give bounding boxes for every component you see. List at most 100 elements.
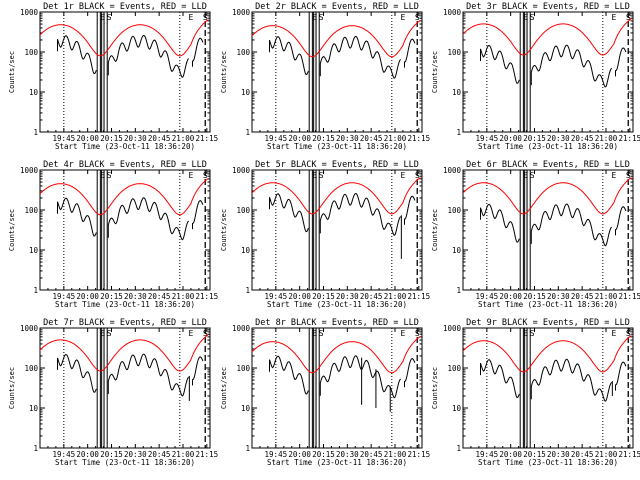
- y-tick-label: 1000: [232, 324, 251, 333]
- y-tick-label: 100: [24, 48, 38, 57]
- plot-frame: [462, 169, 634, 291]
- y-tick-label: 10: [29, 404, 39, 413]
- y-tick-label: 1: [456, 128, 461, 137]
- events-series-line: [530, 358, 613, 402]
- marker-s: S: [415, 13, 420, 22]
- y-tick-label: 1: [245, 444, 250, 453]
- y-tick-label: 1: [245, 286, 250, 295]
- x-tick-label: 20:45: [360, 134, 383, 143]
- x-tick-label: 19:45: [53, 134, 76, 143]
- panel-title: Det 5r BLACK = Events, RED = LLD: [255, 160, 419, 170]
- events-series-line: [57, 353, 97, 393]
- events-series-line: [192, 356, 204, 386]
- lld-series-line: [462, 18, 632, 56]
- y-tick-label: 1000: [20, 166, 39, 175]
- marker-e: E: [523, 171, 528, 180]
- x-tick-label: 20:00: [288, 134, 311, 143]
- x-tick-label: 20:30: [124, 450, 147, 459]
- marker-e: E: [612, 329, 617, 338]
- y-axis-label: Counts/sec: [8, 367, 16, 409]
- marker-e: E: [100, 13, 105, 22]
- panel-title: Det 4r BLACK = Events, RED = LLD: [43, 160, 207, 170]
- x-tick-label: 20:30: [336, 450, 359, 459]
- events-series-line: [530, 203, 613, 247]
- marker-s: S: [107, 329, 112, 338]
- marker-e: E: [312, 13, 317, 22]
- x-tick-label: 21:00: [595, 292, 618, 301]
- plot-frame: [39, 327, 211, 449]
- x-tick-label: 20:15: [523, 450, 546, 459]
- y-tick-label: 100: [24, 206, 38, 215]
- lld-series-line: [39, 19, 209, 57]
- saa-interval-box: [526, 327, 531, 449]
- plot-frame: [462, 327, 634, 449]
- x-axis-label: Start Time (23-Oct-11 18:36:20): [55, 458, 195, 467]
- y-axis-label: Counts/sec: [431, 51, 439, 93]
- y-tick-label: 10: [452, 404, 462, 413]
- x-tick-label: 21:00: [384, 292, 407, 301]
- marker-s: S: [203, 329, 208, 338]
- x-tick-label: 21:15: [196, 292, 219, 301]
- x-tick-label: 20:15: [312, 450, 335, 459]
- marker-s: S: [530, 13, 535, 22]
- y-tick-label: 1: [456, 286, 461, 295]
- marker-e: E: [401, 329, 406, 338]
- x-axis-label: Start Time (23-Oct-11 18:36:20): [267, 300, 407, 309]
- x-tick-label: 20:30: [124, 292, 147, 301]
- marker-e: E: [189, 13, 194, 22]
- y-tick-label: 10: [241, 404, 251, 413]
- x-tick-label: 21:15: [619, 292, 640, 301]
- y-axis-label: Counts/sec: [8, 51, 16, 93]
- events-series-line: [192, 37, 204, 67]
- marker-s: S: [626, 13, 631, 22]
- saa-interval-box: [526, 11, 531, 133]
- lld-series-line: [462, 335, 632, 373]
- plot-frame: [251, 169, 423, 291]
- detector-panel: Det 3r BLACK = Events, RED = LLD 1 10 100 10…: [431, 2, 640, 151]
- marker-e: E: [312, 329, 317, 338]
- y-tick-label: 100: [447, 206, 461, 215]
- lld-series-line: [462, 177, 632, 215]
- saa-interval-box: [315, 327, 320, 449]
- y-axis-label: Counts/sec: [220, 51, 228, 93]
- x-tick-label: 20:00: [499, 134, 522, 143]
- x-tick-label: 21:15: [408, 134, 431, 143]
- events-series-line: [404, 195, 416, 225]
- events-series-line: [57, 35, 97, 75]
- x-tick-label: 21:00: [384, 134, 407, 143]
- marker-e: E: [189, 171, 194, 180]
- x-tick-label: 20:00: [76, 450, 99, 459]
- y-tick-label: 100: [447, 48, 461, 57]
- saa-interval-box: [96, 169, 101, 291]
- detector-panel: Det 9r BLACK = Events, RED = LLD 1 10 100 10…: [431, 318, 640, 467]
- x-tick-label: 21:00: [595, 134, 618, 143]
- x-tick-label: 21:15: [196, 134, 219, 143]
- events-series-line: [480, 359, 520, 399]
- x-tick-label: 20:15: [100, 292, 123, 301]
- y-tick-label: 1: [456, 444, 461, 453]
- y-tick-label: 100: [236, 206, 250, 215]
- marker-s: S: [319, 329, 324, 338]
- panel-title: Det 3r BLACK = Events, RED = LLD: [466, 2, 630, 12]
- x-tick-label: 20:45: [571, 292, 594, 301]
- y-tick-label: 100: [24, 364, 38, 373]
- x-tick-label: 20:00: [76, 134, 99, 143]
- saa-interval-box: [308, 11, 313, 133]
- x-tick-label: 19:45: [265, 134, 288, 143]
- detector-panel: Det 7r BLACK = Events, RED = LLD 1 10 100 10…: [8, 318, 218, 467]
- x-tick-label: 20:15: [523, 134, 546, 143]
- events-series-line: [404, 358, 416, 388]
- events-series-line: [107, 34, 190, 78]
- x-tick-label: 20:45: [571, 450, 594, 459]
- marker-s: S: [626, 171, 631, 180]
- saa-interval-box: [315, 11, 320, 133]
- saa-interval-box: [103, 169, 108, 291]
- x-tick-label: 20:45: [148, 292, 171, 301]
- x-tick-label: 20:30: [336, 292, 359, 301]
- lld-series-line: [251, 177, 421, 215]
- y-tick-label: 10: [452, 246, 462, 255]
- x-tick-label: 21:15: [408, 292, 431, 301]
- events-series-line: [57, 197, 97, 237]
- saa-interval-box: [308, 169, 313, 291]
- x-tick-label: 20:15: [312, 134, 335, 143]
